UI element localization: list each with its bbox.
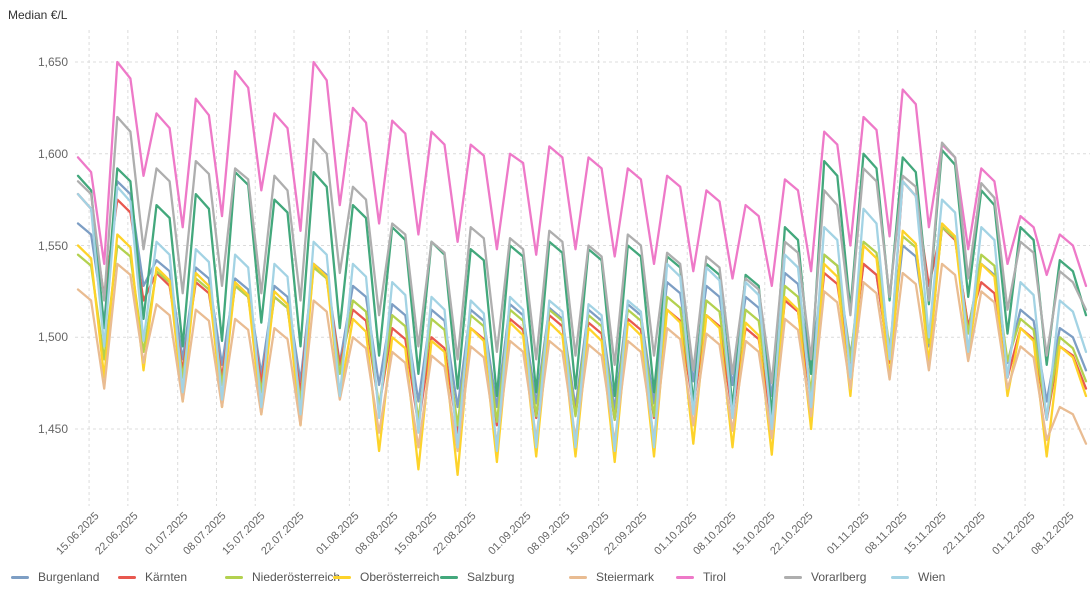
legend-item-niederoesterreich[interactable]: Niederösterreich (225, 570, 340, 584)
legend-item-burgenland[interactable]: Burgenland (11, 570, 99, 584)
legend-label: Niederösterreich (252, 570, 341, 584)
legend-label: Salzburg (467, 570, 515, 584)
legend-item-salzburg[interactable]: Salzburg (440, 570, 514, 584)
legend-swatch-wien (891, 575, 909, 579)
legend-swatch-tirol (676, 575, 694, 579)
legend-swatch-niederoesterreich (225, 575, 243, 579)
legend-swatch-salzburg (440, 575, 458, 579)
series-line-tirol (76, 60, 1088, 288)
series-line-salzburg (76, 148, 1088, 416)
legend-swatch-kaernten (118, 575, 136, 579)
series-line-vorarlberg (76, 115, 1088, 385)
legend-label: Burgenland (38, 570, 100, 584)
y-axis-label: 1,650 (37, 55, 68, 69)
legend-swatch-steiermark (569, 575, 587, 579)
y-axis-label: 1,600 (37, 146, 68, 161)
price-line-chart (75, 30, 1090, 506)
legend-item-wien[interactable]: Wien (891, 570, 945, 584)
legend-item-tirol[interactable]: Tirol (676, 570, 726, 584)
legend-item-steiermark[interactable]: Steiermark (569, 570, 654, 584)
series-line-steiermark (76, 262, 1088, 453)
legend-label: Oberösterreich (360, 570, 440, 584)
legend-label: Steiermark (596, 570, 655, 584)
legend-swatch-burgenland (11, 575, 29, 579)
legend-swatch-vorarlberg (784, 575, 802, 579)
legend-label: Vorarlberg (811, 570, 867, 584)
legend-label: Wien (918, 570, 946, 584)
legend-item-vorarlberg[interactable]: Vorarlberg (784, 570, 866, 584)
legend-item-kaernten[interactable]: Kärnten (118, 570, 187, 584)
y-axis-label: 1,500 (37, 330, 68, 345)
legend: Burgenland Kärnten Niederösterreich Oberöst… (0, 570, 1092, 594)
y-axis-label: 1,550 (37, 238, 68, 253)
series-line-wien (76, 180, 1088, 453)
chart-title: Median €/L (8, 8, 68, 22)
legend-label: Kärnten (145, 570, 188, 584)
y-axis-label: 1,450 (37, 422, 68, 436)
legend-item-oberoesterreich[interactable]: Oberösterreich (333, 570, 439, 584)
legend-swatch-oberoesterreich (333, 575, 351, 579)
legend-label: Tirol (703, 570, 726, 584)
